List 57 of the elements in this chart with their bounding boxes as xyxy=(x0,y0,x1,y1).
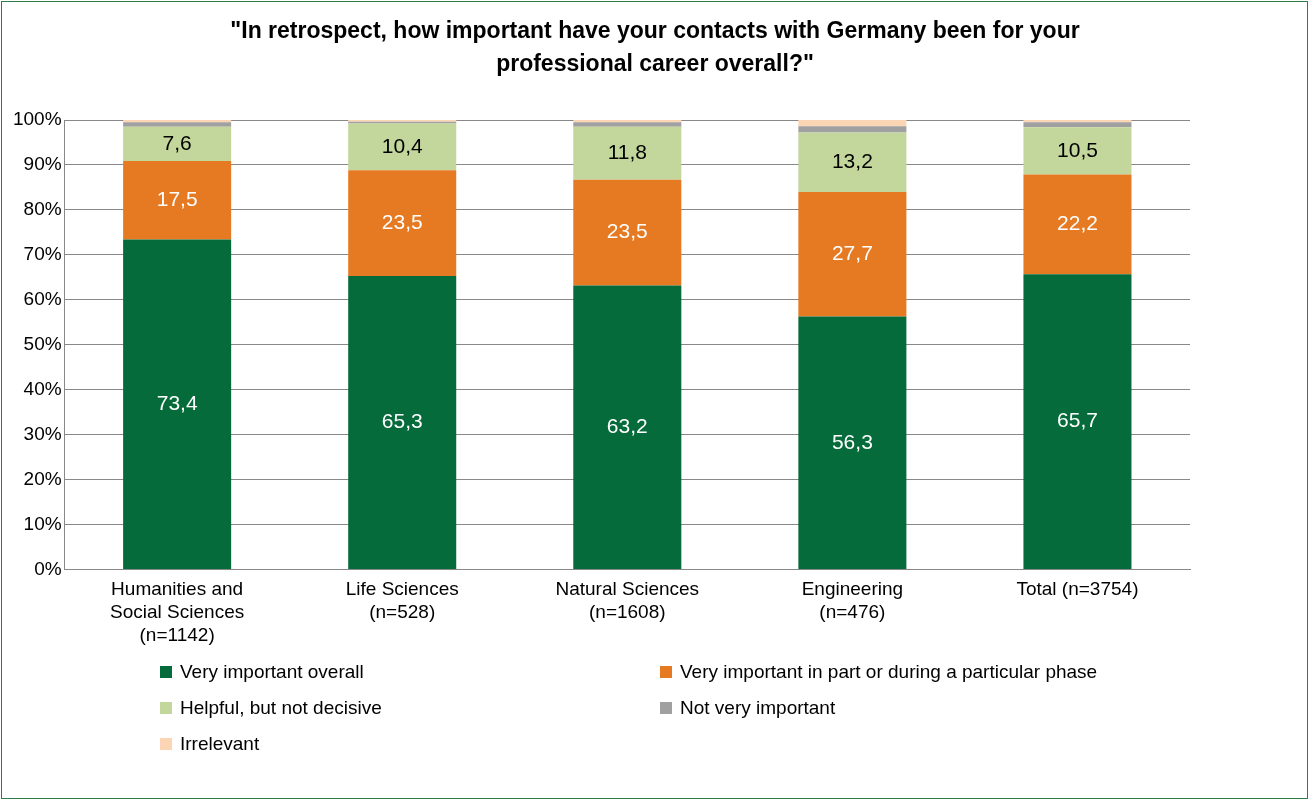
y-tick-label: 10% xyxy=(23,512,62,534)
chart-title: "In retrospect, how important have your contacts with Germany been for your professional career overall?" xyxy=(229,16,1081,78)
legend-label: Helpful, but not decisive xyxy=(180,697,382,719)
bar xyxy=(798,191,907,317)
legend-label: Very important in part or during a particular phase xyxy=(680,661,1098,683)
data-label: 17,5 xyxy=(156,187,198,211)
y-tick-label: 0% xyxy=(34,557,62,579)
x-tick-label: Humanities and Social Sciences (n=1142) xyxy=(110,578,245,645)
data-label: 10,4 xyxy=(381,133,423,157)
data-label: 23,5 xyxy=(606,219,648,243)
legend-label: Not very important xyxy=(680,697,836,719)
y-tick-label: 60% xyxy=(23,288,62,310)
data-label: 22,2 xyxy=(1057,211,1098,235)
x-tick-label: Total (n=3754) xyxy=(1016,578,1139,600)
y-tick-label: 30% xyxy=(23,422,62,444)
bar xyxy=(1023,274,1132,570)
bar xyxy=(123,126,232,161)
bar xyxy=(798,120,907,127)
bar xyxy=(573,126,682,180)
bar xyxy=(798,126,907,133)
data-label: 65,3 xyxy=(381,409,423,433)
bar xyxy=(348,276,457,570)
x-tick-label: Engineering (n=476) xyxy=(801,578,904,623)
x-tick-label: Natural Sciences (n=1608) xyxy=(555,578,700,623)
y-tick-label: 70% xyxy=(23,243,62,265)
bar xyxy=(123,160,232,240)
data-label: 65,7 xyxy=(1057,408,1098,432)
legend-label: Irrelevant xyxy=(180,733,260,755)
bar xyxy=(798,316,907,570)
data-label: 10,5 xyxy=(1057,137,1098,161)
y-tick-label: 40% xyxy=(23,377,62,399)
data-label: 23,5 xyxy=(381,209,423,233)
data-label: 27,7 xyxy=(831,241,873,264)
bar xyxy=(573,179,682,286)
y-tick-label: 90% xyxy=(23,153,62,175)
bar xyxy=(573,285,682,570)
data-label: 11,8 xyxy=(607,140,647,164)
legend-label: Very important overall xyxy=(180,661,364,683)
bar xyxy=(1023,174,1132,275)
data-label: 7,6 xyxy=(162,130,192,154)
bar xyxy=(798,132,907,192)
bar xyxy=(573,122,682,127)
y-tick-label: 80% xyxy=(23,198,62,220)
y-tick-label: 50% xyxy=(23,333,62,355)
data-label: 56,3 xyxy=(831,429,873,453)
bar xyxy=(123,122,232,127)
bar xyxy=(348,123,457,171)
x-tick-label: Life Sciences (n=528) xyxy=(345,578,459,623)
bar xyxy=(348,170,457,277)
bar xyxy=(123,239,232,570)
data-label: 13,2 xyxy=(831,149,873,173)
y-tick-label: 20% xyxy=(23,467,62,489)
data-label: 63,2 xyxy=(606,414,648,438)
data-label: 73,4 xyxy=(156,391,198,415)
bar xyxy=(1023,122,1132,128)
y-tick-label: 100% xyxy=(12,108,62,130)
bar xyxy=(1023,127,1132,175)
